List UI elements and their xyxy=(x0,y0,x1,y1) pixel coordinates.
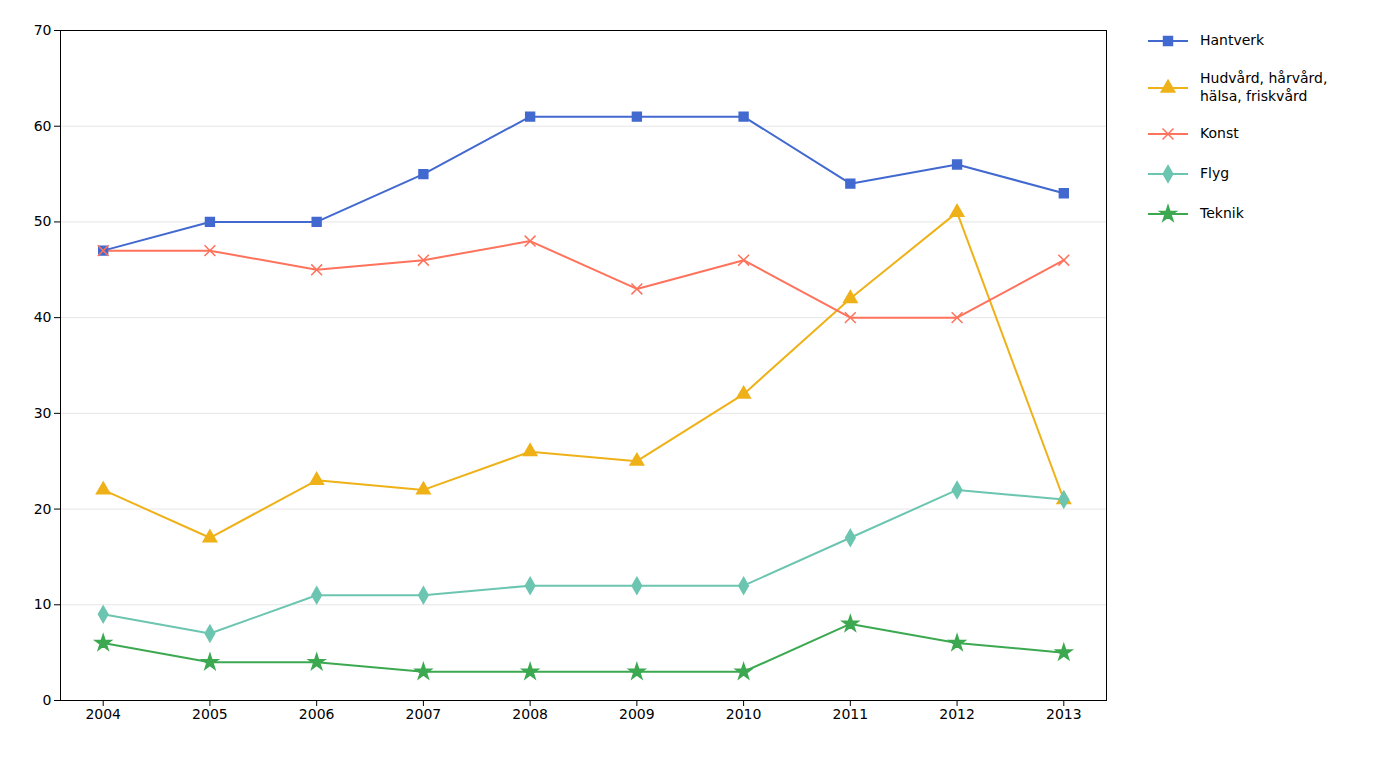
html-text:Teknik: Teknik xyxy=(1200,205,1244,222)
svg-text:2012: 2012 xyxy=(939,706,975,722)
svg-text:2010: 2010 xyxy=(726,706,762,722)
svg-text:20: 20 xyxy=(34,501,52,517)
svg-text:2006: 2006 xyxy=(299,706,335,722)
svg-text:2007: 2007 xyxy=(406,706,442,722)
svg-text:2008: 2008 xyxy=(512,706,548,722)
svg-text:40: 40 xyxy=(34,309,52,325)
svg-text:70: 70 xyxy=(34,22,52,38)
svg-text:2011: 2011 xyxy=(833,706,869,722)
html-text:Konst: Konst xyxy=(1200,125,1239,142)
html-text:Hantverk: Hantverk xyxy=(1200,32,1265,49)
svg-text:0: 0 xyxy=(43,692,52,708)
svg-text:30: 30 xyxy=(34,405,52,421)
svg-text:50: 50 xyxy=(34,213,52,229)
svg-text:60: 60 xyxy=(34,118,52,134)
html-text:Flyg: Flyg xyxy=(1200,165,1230,182)
svg-text:2005: 2005 xyxy=(192,706,228,722)
svg-text:2004: 2004 xyxy=(85,706,121,722)
svg-text:2009: 2009 xyxy=(619,706,655,722)
svg-text:2013: 2013 xyxy=(1046,706,1082,722)
svg-text:10: 10 xyxy=(34,596,52,612)
html-text:Hudvård, hårvård, hälsa, frisk: Hudvård, hårvård, hälsa, friskvård xyxy=(1200,70,1328,104)
